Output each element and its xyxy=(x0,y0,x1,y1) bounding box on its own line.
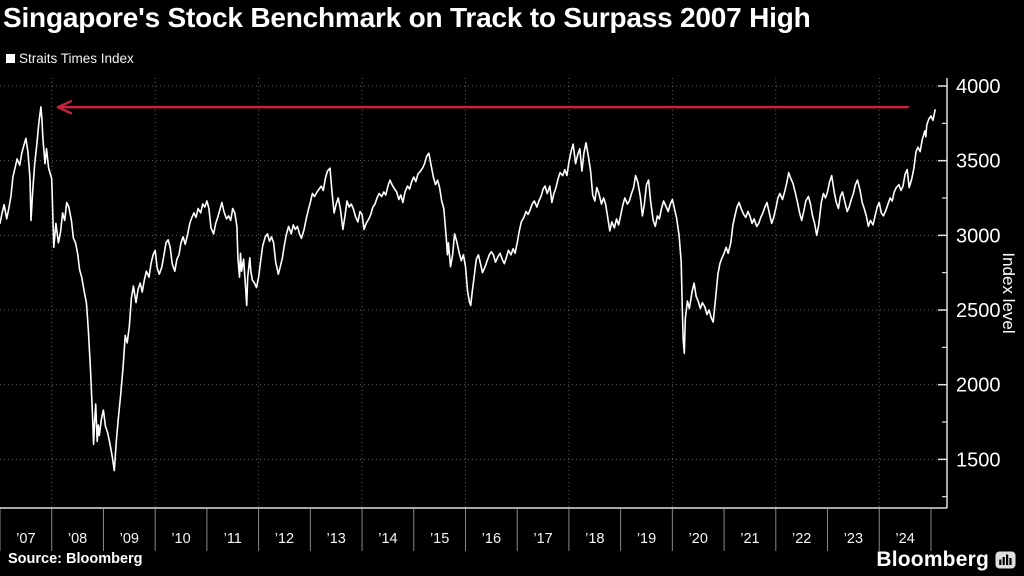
year-label-23: ’23 xyxy=(844,531,863,547)
year-label-17: ’17 xyxy=(533,531,552,547)
year-label-07: ’07 xyxy=(16,531,35,547)
year-label-20: ’20 xyxy=(689,531,708,547)
axis-title-index-level: Index level xyxy=(999,252,1018,333)
year-label-13: ’13 xyxy=(327,531,346,547)
y-tick-label-4000: 4000 xyxy=(956,76,1001,98)
record-high-arrow-head xyxy=(56,100,73,115)
source-caption: Source: Bloomberg xyxy=(8,551,143,567)
year-label-11: ’11 xyxy=(224,531,242,547)
year-label-24: ’24 xyxy=(895,531,914,547)
year-label-14: ’14 xyxy=(378,531,397,547)
year-label-16: ’16 xyxy=(482,531,501,547)
year-label-19: ’19 xyxy=(637,531,656,547)
year-label-18: ’18 xyxy=(585,531,604,547)
year-label-12: ’12 xyxy=(275,531,294,547)
year-label-22: ’22 xyxy=(792,531,811,547)
year-label-21: ’21 xyxy=(740,531,759,547)
y-tick-label-2500: 2500 xyxy=(956,300,1001,322)
year-label-08: ’08 xyxy=(68,531,87,547)
y-tick-label-3500: 3500 xyxy=(956,151,1001,173)
legend: Straits Times Index xyxy=(6,51,134,66)
y-tick-label-3000: 3000 xyxy=(956,225,1001,247)
bloomberg-logo-icon xyxy=(995,551,1016,569)
legend-label: Straits Times Index xyxy=(19,51,134,66)
bloomberg-brand: Bloomberg xyxy=(876,548,1016,572)
sti-price-line xyxy=(0,106,936,472)
year-label-10: ’10 xyxy=(171,531,190,547)
bloomberg-wordmark: Bloomberg xyxy=(876,548,989,571)
y-tick-label-1500: 1500 xyxy=(956,449,1001,471)
chart-title: Singapore's Stock Benchmark on Track to … xyxy=(3,2,811,33)
year-label-09: ’09 xyxy=(120,531,139,547)
year-label-15: ’15 xyxy=(430,531,449,547)
legend-square-icon xyxy=(6,54,15,63)
y-tick-label-2000: 2000 xyxy=(956,375,1001,397)
